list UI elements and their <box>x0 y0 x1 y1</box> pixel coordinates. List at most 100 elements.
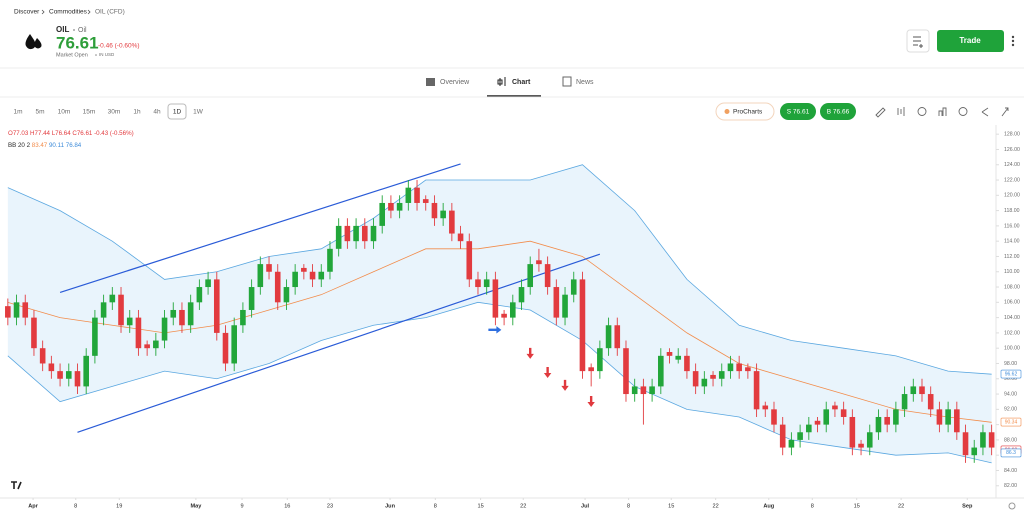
y-tick-label: 84.00 <box>1004 468 1017 474</box>
bb-legend: BB 20 2 83.47 90.11 76.84 <box>8 142 82 149</box>
y-tick-label: 120.00 <box>1004 193 1020 199</box>
timeframe[interactable]: 1h <box>133 109 141 116</box>
x-tick-label: May <box>190 503 202 509</box>
candle-body <box>701 378 708 387</box>
timeframe[interactable]: 5m <box>35 109 44 116</box>
timeframe[interactable]: 1W <box>193 109 204 116</box>
y-tick-label: 112.00 <box>1004 254 1020 260</box>
tab[interactable]: Overview <box>440 79 470 86</box>
y-tick-label: 96.00 <box>1004 376 1017 382</box>
candle-body <box>675 355 682 360</box>
x-tick-label: Aug <box>763 503 774 509</box>
candle-body <box>57 371 63 379</box>
breadcrumb: OIL (CFD) <box>95 9 125 16</box>
candle-body <box>823 409 830 425</box>
candle-body <box>814 420 821 425</box>
y-tick-label: 128.00 <box>1004 132 1020 138</box>
y-tick-label: 116.00 <box>1004 223 1020 229</box>
candle-body <box>109 294 116 303</box>
y-tick-label: 114.00 <box>1004 239 1020 245</box>
y-tick-label: 122.00 <box>1004 177 1020 183</box>
sell-label: S 76.61 <box>787 109 810 116</box>
candle-body <box>849 416 856 448</box>
candle-body <box>135 317 142 349</box>
legend-close: C76.61 <box>72 130 93 137</box>
candle-body <box>327 248 333 272</box>
x-tick-label: Jun <box>385 503 396 509</box>
x-tick-label: 8 <box>434 503 437 509</box>
breadcrumb[interactable]: Commodities <box>49 9 88 16</box>
candle-body <box>919 386 925 395</box>
candle-body <box>422 199 429 203</box>
x-tick-label: 8 <box>627 503 630 509</box>
candle-body <box>684 355 690 372</box>
arrow-marker <box>543 366 552 378</box>
candle-body <box>379 202 386 226</box>
y-tick-label: 124.00 <box>1004 162 1020 168</box>
candle-body <box>388 202 394 211</box>
candle-body <box>492 279 499 318</box>
candle-body <box>466 241 473 280</box>
candle-body <box>579 279 586 372</box>
candle-body <box>510 302 516 318</box>
bb-middle: 83.47 <box>32 142 48 149</box>
candle-body <box>771 409 777 425</box>
candle-body <box>597 348 603 372</box>
tab[interactable]: Chart <box>512 79 531 86</box>
logo <box>20 29 46 55</box>
candle-body <box>945 409 951 425</box>
sell-button[interactable] <box>780 103 816 120</box>
timeframe[interactable]: 1D <box>173 109 182 116</box>
more-menu[interactable] <box>1011 35 1015 47</box>
ohlc-legend: O77.03 H77.44 L76.64 C76.61 -0.43 (-0.56… <box>8 130 134 137</box>
trade-button[interactable] <box>937 30 1004 52</box>
candle-body <box>240 309 246 326</box>
price-label-box <box>1000 417 1022 427</box>
chart-tools[interactable] <box>875 107 1009 118</box>
y-tick-label: 108.00 <box>1004 284 1020 290</box>
instrument-name: Oil <box>78 27 87 34</box>
candle-body <box>205 279 211 288</box>
price-change: -0.46 (-0.60%) <box>98 43 140 50</box>
y-tick-label: 92.00 <box>1004 407 1017 413</box>
legend-change: -0.43 (-0.56%) <box>94 130 134 137</box>
candle-body <box>231 325 237 364</box>
x-tick-label: 8 <box>811 503 814 509</box>
candle-body <box>266 264 272 272</box>
y-tick-label: 94.00 <box>1004 391 1017 397</box>
bollinger-lower <box>7 301 992 464</box>
tab-icon <box>562 76 572 87</box>
candle-body <box>361 225 368 242</box>
candle-body <box>449 210 455 234</box>
candle-body <box>692 371 699 387</box>
market-status: Market Open <box>56 52 88 58</box>
candle-body <box>292 271 298 288</box>
candle-body <box>48 363 55 372</box>
trend-line <box>59 163 461 293</box>
candle-body <box>753 371 760 410</box>
candle-body <box>309 271 316 280</box>
timeframe[interactable]: 4h <box>153 109 161 116</box>
candle-body <box>779 424 786 448</box>
timeframe[interactable]: 1m <box>13 109 22 116</box>
timeframe[interactable]: 15m <box>83 109 96 116</box>
y-tick-label: 98.00 <box>1004 361 1017 367</box>
candle-body <box>866 432 873 448</box>
arrow-marker <box>488 326 502 334</box>
procharts-button[interactable] <box>715 102 775 121</box>
candle-body <box>179 309 185 326</box>
candle-body <box>971 447 978 456</box>
tab[interactable]: News <box>576 79 594 86</box>
breadcrumb[interactable]: Discover <box>14 9 40 16</box>
settings-icon[interactable] <box>1008 502 1016 510</box>
x-tick-label: 19 <box>116 503 122 509</box>
procharts-label: ProCharts <box>733 109 763 116</box>
timeframe-selected <box>167 103 187 120</box>
y-tick-label: 110.00 <box>1004 269 1020 275</box>
timeframe[interactable]: 30m <box>108 109 121 116</box>
buy-button[interactable] <box>820 103 856 120</box>
timeframe[interactable]: 10m <box>58 109 71 116</box>
candle-body <box>910 386 917 395</box>
candle-body <box>858 443 864 448</box>
